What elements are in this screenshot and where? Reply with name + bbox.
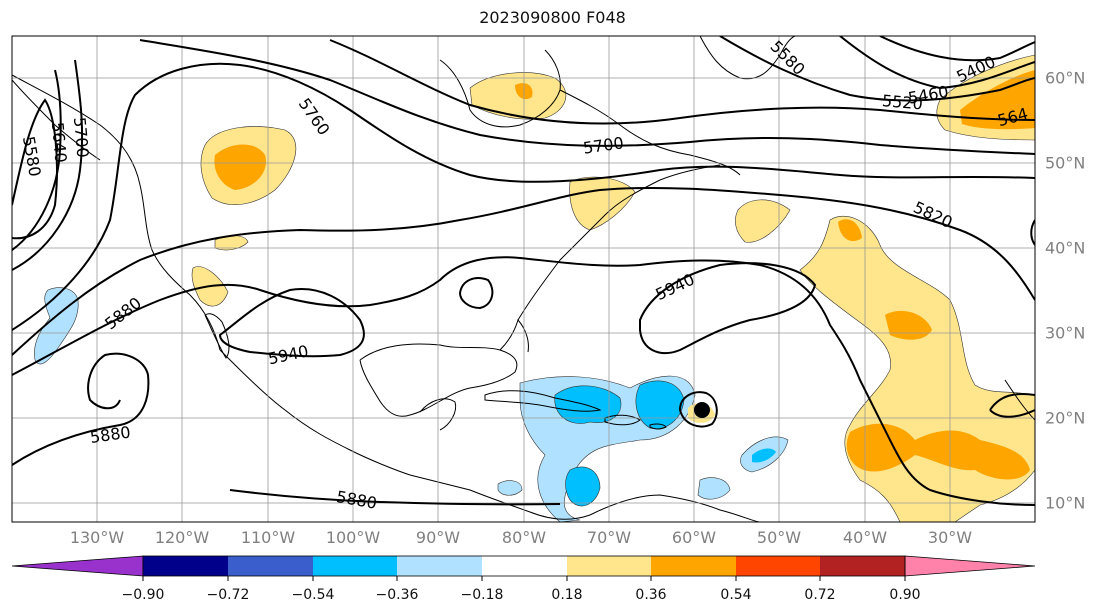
shade-light-blue-west [497, 480, 523, 496]
contour-5940-atlantic [639, 262, 817, 355]
contour-east-edge-2 [1030, 219, 1035, 246]
shade-yellow-canada [469, 72, 567, 120]
colorbar-bin [228, 556, 313, 576]
colorbar-extend-max [904, 555, 1036, 577]
lon-label: 90°W [415, 528, 461, 547]
contour-label: 5520 [881, 91, 923, 113]
shade-orange-east-atlantic-1 [838, 219, 862, 242]
contour-5640-north [329, 39, 1035, 125]
coast-baja [204, 313, 230, 359]
lon-label: 50°W [756, 528, 802, 547]
colorbar-bin [820, 556, 905, 576]
colorbar-tick-label: −0.36 [375, 587, 419, 603]
colorbar-tick-label: 0.18 [551, 587, 583, 603]
colorbar-tick-label: −0.54 [291, 587, 335, 603]
lon-label: 70°W [586, 528, 632, 547]
contour-5640-west [12, 69, 62, 251]
lon-label: 100°W [325, 528, 381, 547]
lon-label: 80°W [501, 528, 547, 547]
contour-5460 [879, 36, 1035, 62]
colorbar-bin [736, 556, 820, 576]
lat-label: 20°N [1045, 408, 1086, 428]
coast-us-east [517, 164, 721, 321]
contour-5580-north [719, 36, 1035, 102]
colorbar-tick-label: −0.90 [121, 587, 165, 603]
lon-label: 30°W [927, 528, 973, 547]
shade-orange-east-atlantic-2 [885, 310, 932, 340]
shade-blue-atlantic [752, 448, 776, 463]
lat-label: 50°N [1045, 153, 1086, 173]
coast-hispaniola [604, 414, 641, 426]
contour-5520 [839, 36, 1035, 90]
coast-hudson-bay [439, 49, 561, 128]
colorbar-outline [142, 555, 906, 577]
colorbar-extend-min [11, 555, 144, 577]
colorbar-tick-label: −0.18 [460, 587, 504, 603]
lon-label: 130°W [69, 528, 125, 547]
contour-5580-west [12, 98, 58, 240]
colorbar-tick-label: −0.72 [206, 587, 250, 603]
coast-central-america [409, 474, 591, 520]
coast-yucatan [419, 398, 457, 431]
map-border [11, 35, 1036, 523]
shade-yellow-atlantic-small [735, 199, 791, 243]
positive-anomaly-shading [191, 54, 1035, 522]
colorbar-bin [651, 556, 736, 576]
shade-blue-caribbean-3 [565, 466, 601, 507]
contour-5880-large [12, 256, 1035, 506]
colorbar-tick-label: 0.90 [889, 587, 921, 603]
hurricane-center [694, 402, 710, 418]
colorbar-tick-label: 0.72 [804, 587, 836, 603]
contour-5880-small-loop [458, 277, 494, 310]
colorbar [11, 555, 1036, 581]
contour-5700-west [12, 59, 84, 271]
colorbar-bin [397, 556, 482, 576]
shade-orange-east-atlantic-3 [846, 423, 1030, 480]
coast-gulf [359, 343, 518, 417]
colorbar-bin [482, 556, 567, 576]
map-title: 2023090800 F048 [479, 8, 626, 27]
coast-north-america-west [12, 74, 221, 351]
colorbar-tick-label: 0.36 [635, 587, 667, 603]
coast-alaska-panhandle [12, 79, 101, 161]
shade-blue-caribbean-2 [635, 380, 685, 430]
contour-5760 [12, 62, 1035, 331]
contour-5820 [12, 186, 1035, 356]
lat-label: 30°N [1045, 323, 1086, 343]
lat-label: 40°N [1045, 238, 1086, 258]
height-contours [12, 36, 1035, 506]
colorbar-bin [567, 556, 651, 576]
colorbar-bin [143, 556, 228, 576]
contour-hurricane-ring [678, 391, 718, 428]
coast-greenland [699, 36, 796, 80]
contour-east-edge [989, 392, 1035, 418]
lon-label: 110°W [240, 528, 296, 547]
lon-label: 60°W [671, 528, 717, 547]
coast-puerto-rico [649, 423, 667, 430]
lat-label: 60°N [1045, 68, 1086, 88]
coast-south-america [589, 494, 761, 522]
shade-light-blue-south [697, 477, 731, 500]
colorbar-bin [313, 556, 397, 576]
lon-label: 120°W [154, 528, 210, 547]
coast-mexico-pacific [219, 349, 411, 476]
coast-cuba [484, 390, 602, 412]
lat-label: 10°N [1045, 493, 1086, 513]
coast-canada-east [559, 89, 741, 176]
coast-europe-africa [1004, 379, 1035, 421]
contour-label: 5700 [70, 116, 92, 158]
shade-orange-rockies [214, 144, 266, 190]
lon-label: 40°W [842, 528, 888, 547]
contour-5880-south [229, 489, 561, 506]
contour-5940-southwest [218, 288, 365, 358]
coastlines [12, 36, 1035, 522]
colorbar-tick-label: 0.54 [720, 587, 752, 603]
contour-label: 5640 [48, 121, 70, 163]
contour-5700-north [139, 39, 1035, 155]
